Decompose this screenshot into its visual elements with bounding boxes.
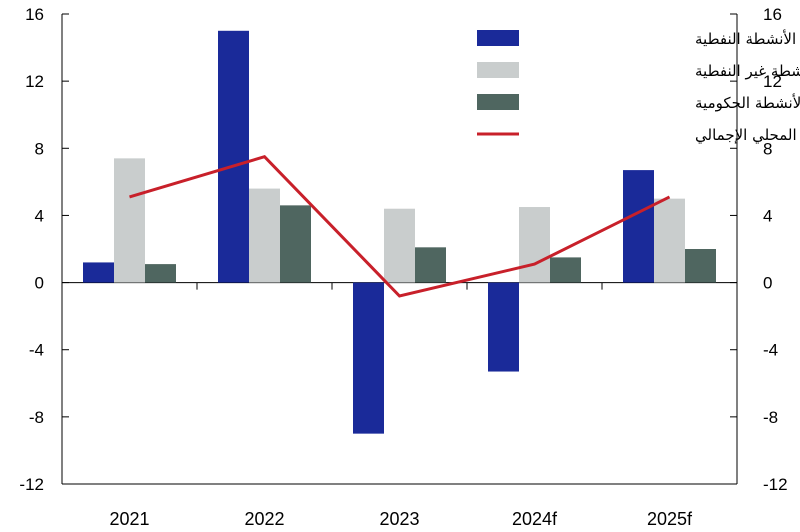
bar-oil [83, 262, 114, 283]
bar-government [280, 205, 311, 283]
y-tick-label-left: 12 [25, 72, 44, 91]
legend-item-oil-label: الأنشطة النفطية [695, 29, 796, 48]
x-tick-label: 2023 [379, 509, 419, 529]
y-tick-label-right: 4 [763, 206, 772, 225]
y-tick-label-left: 0 [35, 274, 44, 293]
bar-non-oil [249, 188, 280, 283]
gdp-line-layer [129, 154, 671, 298]
legend-item-government-key [477, 94, 519, 110]
legend-item-oil-key [477, 30, 519, 46]
x-tick-label: 2022 [244, 509, 284, 529]
bar-oil [218, 30, 249, 283]
bar-government [685, 249, 716, 283]
y-tick-label-left: 8 [35, 139, 44, 158]
y-tick-label-right: 16 [763, 5, 782, 24]
y-tick-label-left: 16 [25, 5, 44, 24]
tick-labels: 16 16 12 12 8 8 4 4 0 0 -4 -4 -8 -8 -12 -12 2021 2022 2023… [19, 5, 787, 529]
bar-oil [353, 282, 384, 434]
bar-non-oil [654, 198, 685, 283]
bar-non-oil [384, 208, 415, 283]
x-tick-label: 2021 [109, 509, 149, 529]
y-tick-label-left: -8 [29, 408, 44, 427]
bar-government [415, 247, 446, 283]
bars [83, 30, 716, 434]
bar-non-oil [114, 158, 145, 283]
y-tick-label-right: -4 [763, 341, 778, 360]
y-tick-label-right: 12 [763, 72, 782, 91]
x-tick-label: 2024f [512, 509, 558, 529]
legend-item-non-oil-key [477, 62, 519, 78]
bar-government [550, 257, 581, 283]
y-tick-label-right: 8 [763, 139, 772, 158]
gdp-line [129, 154, 671, 298]
y-tick-label-left: 4 [35, 206, 44, 225]
legend: الأنشطة النفطية الأنشطة غير النفطية الأنشط… [477, 29, 800, 145]
bar-oil [623, 170, 654, 283]
y-tick-label-right: -12 [763, 475, 788, 494]
y-tick-label-right: -8 [763, 408, 778, 427]
legend-item-gdp-label: الناتج المحلي الإجمالي [695, 126, 800, 145]
y-tick-label-left: -12 [19, 475, 44, 494]
x-tick-label: 2025f [647, 509, 693, 529]
bar-oil [488, 282, 519, 372]
legend-item-government-label: الأنشطة الحكومية [695, 93, 800, 112]
legend-item-non-oil-label: الأنشطة غير النفطية [695, 61, 800, 80]
bar-non-oil [519, 207, 550, 283]
bar-government [145, 264, 176, 283]
y-tick-label-right: 0 [763, 274, 772, 293]
y-tick-label-left: -4 [29, 341, 44, 360]
